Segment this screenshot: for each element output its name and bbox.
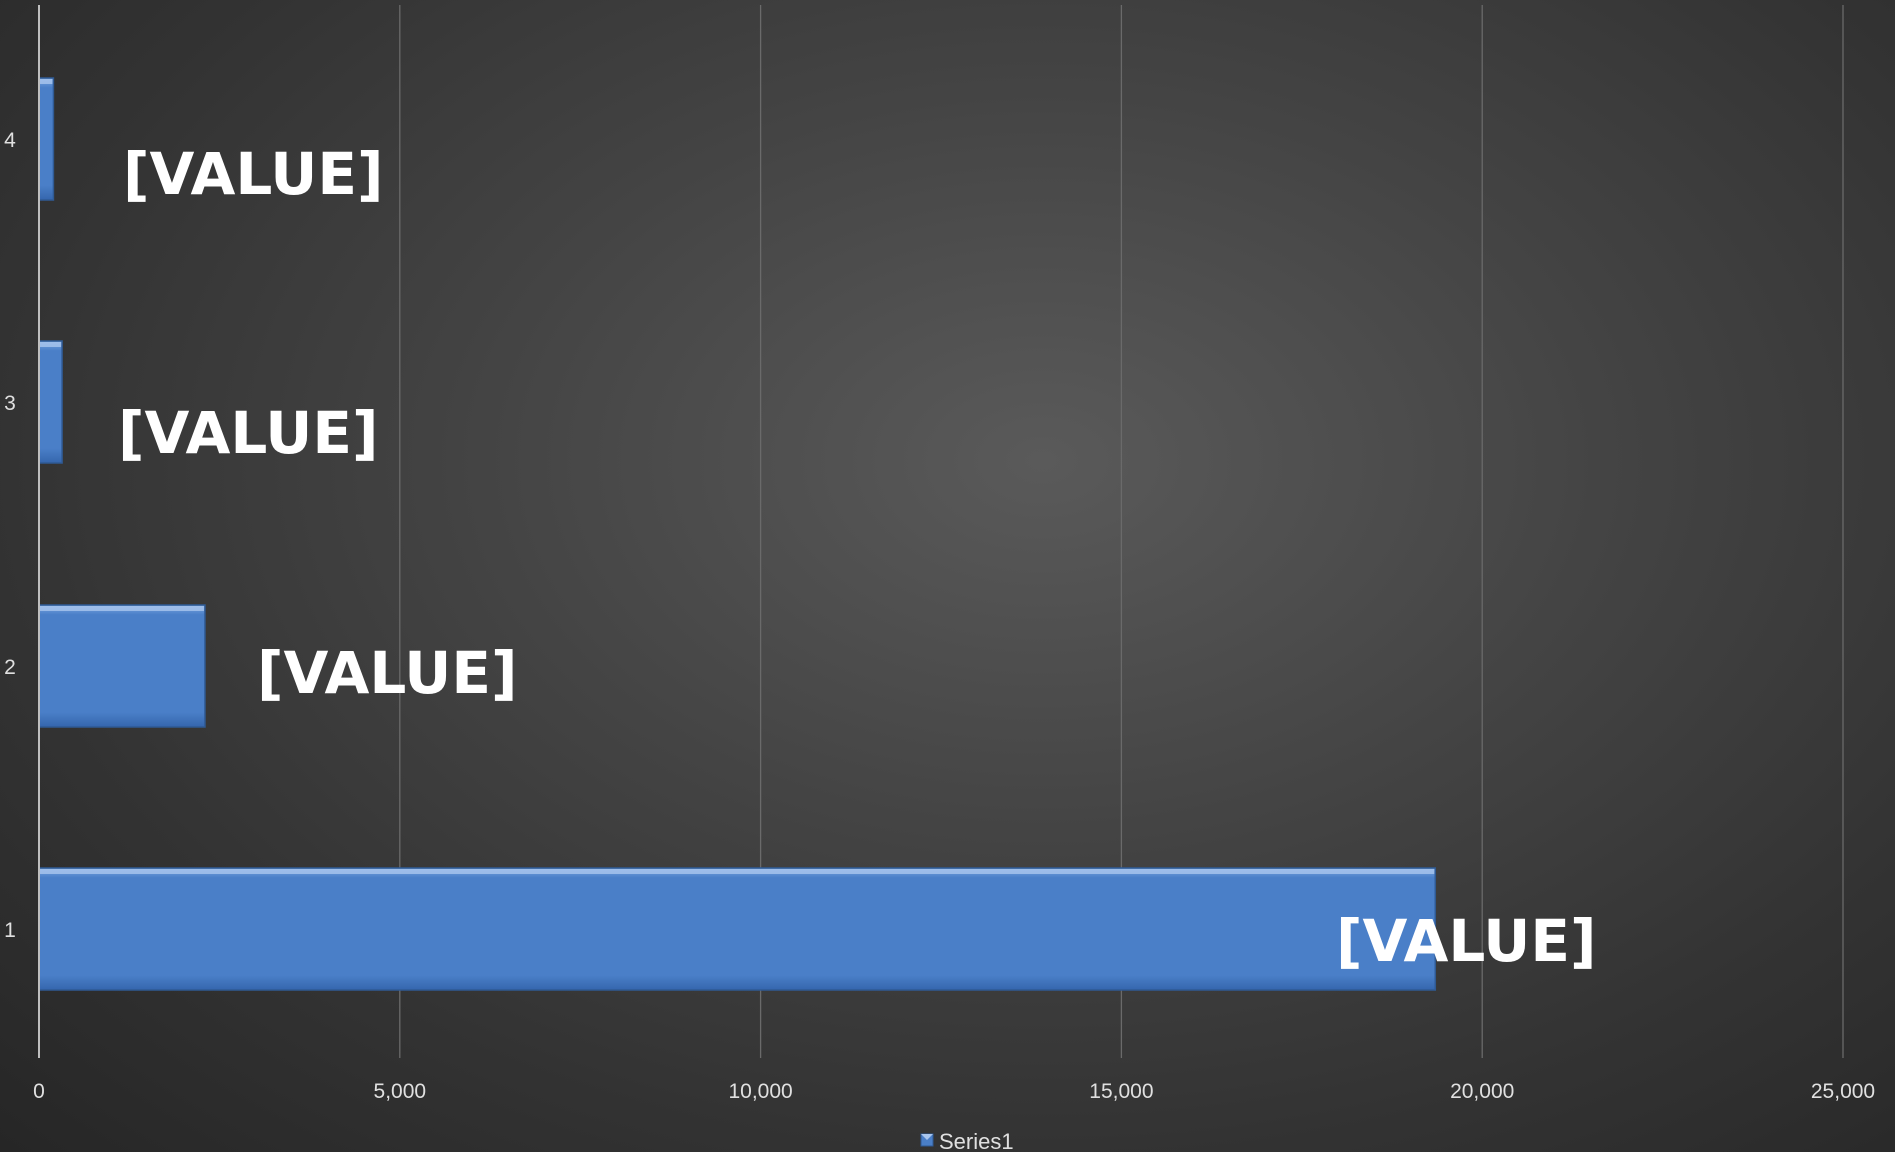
legend: Series1: [920, 1129, 1014, 1152]
bar-bevel: [40, 79, 53, 84]
data-label: [VALUE]: [118, 399, 378, 467]
bar-rect: [38, 340, 63, 464]
x-tick-label: 25,000: [1811, 1080, 1875, 1103]
bar-2: [38, 604, 206, 728]
bar-1: [38, 867, 1437, 991]
bar-bevel: [40, 606, 204, 611]
x-tick-label: 15,000: [1089, 1080, 1153, 1103]
legend-swatch-bevel-icon: [921, 1134, 933, 1140]
bar-bevel: [40, 342, 62, 347]
data-label: [VALUE]: [123, 140, 383, 208]
data-labels: [VALUE] [VALUE] [VALUE] [VALUE]: [118, 140, 1596, 975]
bar-rect: [38, 604, 206, 728]
bar-rect: [38, 867, 1437, 991]
y-tick-label: 4: [4, 129, 16, 152]
bars: [38, 77, 1437, 991]
y-tick-label: 2: [4, 656, 16, 679]
y-tick-label: 1: [4, 919, 16, 942]
y-tick-label: 3: [4, 392, 16, 415]
bar-3: [38, 340, 63, 464]
x-tick-label: 0: [33, 1080, 45, 1103]
data-label: [VALUE]: [1336, 907, 1596, 975]
bar-bevel: [40, 869, 1435, 874]
x-tick-label: 5,000: [374, 1080, 427, 1103]
axes: 0 5,000 10,000 15,000 20,000 25,000 1 2 3 4: [4, 5, 1875, 1103]
bar-rect: [38, 77, 55, 201]
data-label: [VALUE]: [257, 639, 517, 707]
legend-label: Series1: [939, 1129, 1014, 1152]
x-tick-label: 10,000: [728, 1080, 792, 1103]
x-tick-label: 20,000: [1450, 1080, 1514, 1103]
legend-item: Series1: [920, 1129, 1014, 1152]
bar-4: [38, 77, 55, 201]
